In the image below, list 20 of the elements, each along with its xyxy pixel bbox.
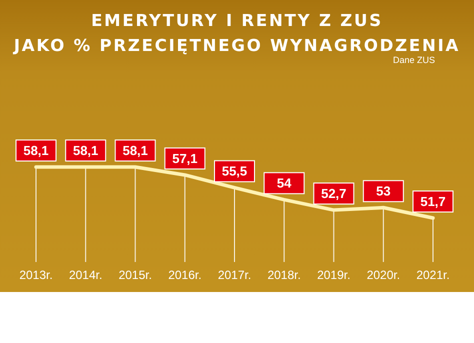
chart-title: EMERYTURY I RENTY Z ZUS JAKO % PRZECIĘTNEGO WYNAGRODZENIA	[12, 11, 460, 55]
x-tick-label: 2019r.	[317, 268, 350, 282]
data-label: 58,1	[72, 143, 98, 158]
data-label: 53	[376, 184, 391, 199]
x-tick-label: 2016r.	[168, 268, 202, 282]
data-label: 54	[276, 176, 292, 191]
x-tick-label: 2015r.	[118, 268, 152, 282]
x-tick-label: 2014r.	[68, 268, 102, 282]
data-label: 58,1	[122, 143, 148, 158]
data-label: 55,5	[222, 164, 248, 179]
data-label: 58,1	[23, 143, 49, 158]
x-tick-label: 2013r.	[19, 268, 53, 282]
x-tick-label: 2017r.	[218, 268, 252, 282]
data-label: 52,7	[321, 186, 346, 202]
x-tick-label: 2018r.	[267, 268, 301, 282]
x-tick-label: 2021r.	[416, 268, 450, 282]
text: Dane ZUS	[392, 55, 436, 65]
data-label: 57,1	[172, 150, 198, 166]
x-tick-label: 2020r.	[366, 268, 400, 282]
data-label: 51,7	[420, 194, 446, 209]
